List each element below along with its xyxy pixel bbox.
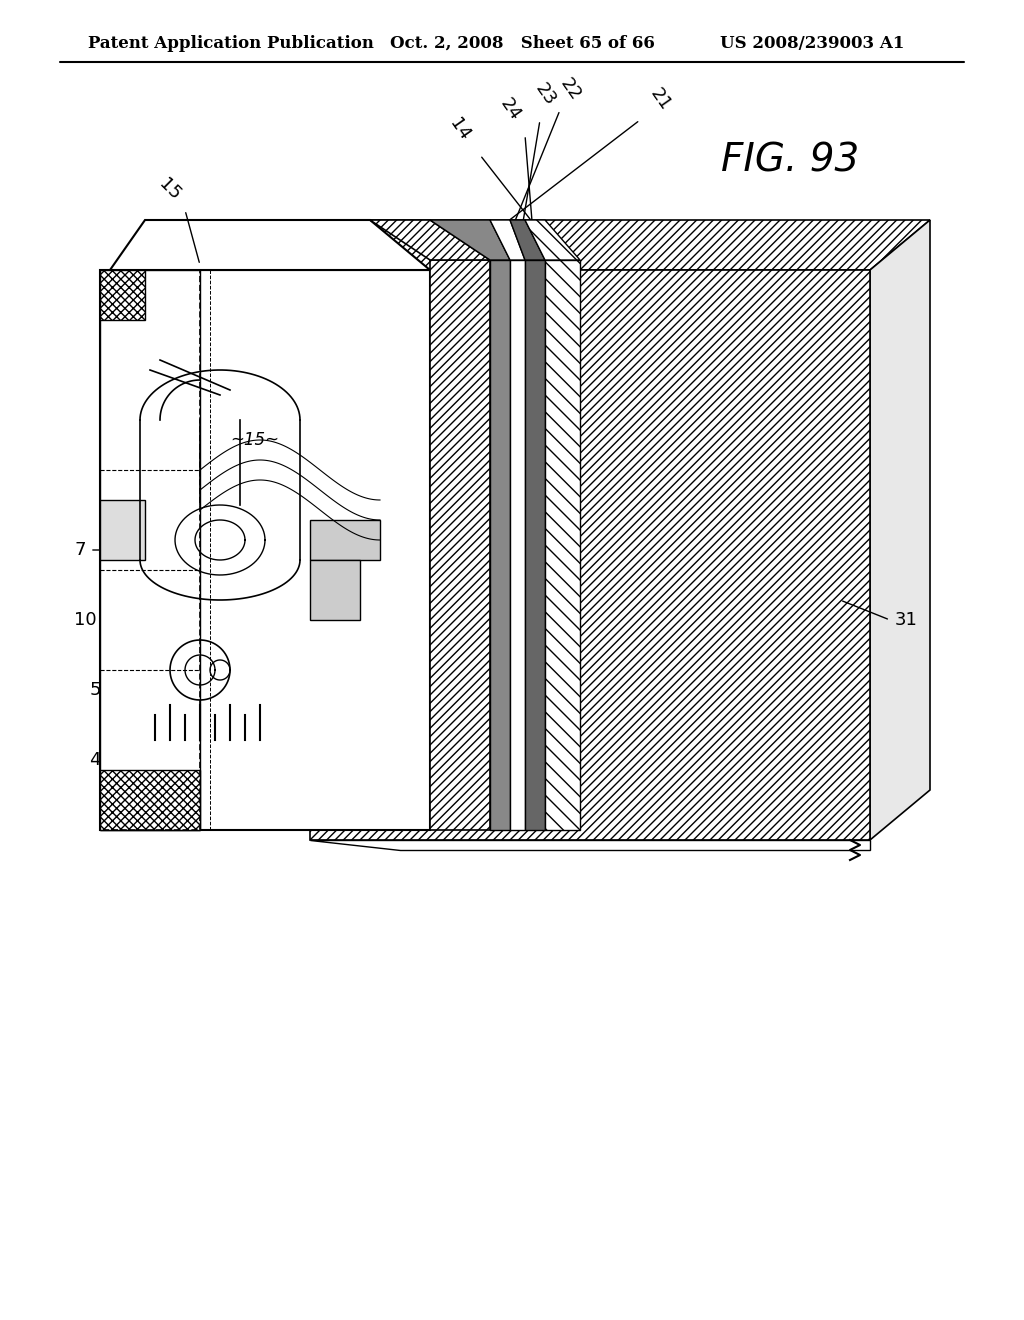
Polygon shape [510,260,525,830]
Polygon shape [525,220,580,260]
Polygon shape [490,260,510,830]
Polygon shape [490,220,525,260]
Text: 10: 10 [74,611,96,630]
Polygon shape [310,271,870,840]
Polygon shape [100,271,430,830]
Text: 7: 7 [75,541,86,558]
Polygon shape [100,770,200,830]
Text: 14: 14 [446,115,474,144]
Polygon shape [100,271,145,319]
Text: FIG. 93: FIG. 93 [721,141,859,180]
Polygon shape [310,840,870,850]
Text: 5: 5 [89,681,100,700]
Text: US 2008/239003 A1: US 2008/239003 A1 [720,36,904,51]
Polygon shape [100,500,145,560]
Polygon shape [430,260,490,830]
Text: 21: 21 [646,86,674,115]
Text: 15: 15 [156,176,184,205]
Text: 23: 23 [531,81,559,110]
Polygon shape [100,271,200,830]
Text: Patent Application Publication: Patent Application Publication [88,36,374,51]
Polygon shape [510,220,545,260]
Polygon shape [545,260,580,830]
Text: 4: 4 [89,751,100,770]
Text: 22: 22 [556,75,584,104]
Polygon shape [310,220,930,271]
Text: 31: 31 [895,611,918,630]
Polygon shape [430,220,510,260]
Polygon shape [525,260,545,830]
Polygon shape [110,220,430,271]
Polygon shape [370,220,490,260]
Text: Oct. 2, 2008   Sheet 65 of 66: Oct. 2, 2008 Sheet 65 of 66 [390,36,655,51]
Polygon shape [870,220,930,840]
Polygon shape [310,520,380,560]
Text: 24: 24 [496,95,524,124]
Text: ~15~: ~15~ [230,432,280,449]
Polygon shape [310,560,360,620]
